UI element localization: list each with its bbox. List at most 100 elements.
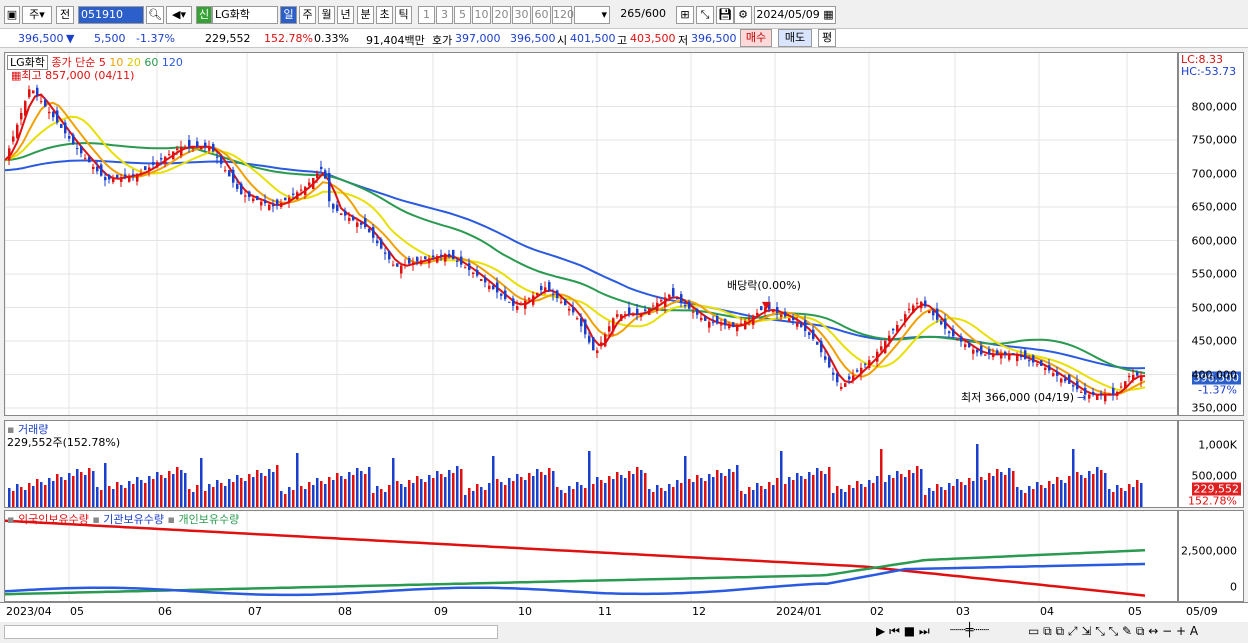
stop-icon[interactable]: ■ (903, 624, 916, 638)
price-chart-panel[interactable]: ▼ → LG화학 종가 단순 5 10 20 60 120 ▦최고 857,000… (4, 52, 1178, 416)
num-1[interactable]: 1 (418, 6, 435, 24)
volume-panel[interactable]: ▪ 거래량 229,552주(152.78%) (4, 420, 1178, 508)
volume-bar (164, 478, 167, 507)
eval-button[interactable]: 평 (818, 29, 836, 47)
period-day[interactable]: 일 (280, 6, 297, 24)
num-10[interactable]: 10 (472, 6, 491, 24)
custom-period-select[interactable]: ▾ (574, 6, 610, 24)
num-120[interactable]: 120 (552, 6, 574, 24)
count-field[interactable]: 265/600 (612, 6, 668, 24)
num-30[interactable]: 30 (512, 6, 531, 24)
volume-bar (248, 474, 251, 507)
volume-bar (744, 494, 747, 507)
window-icon[interactable]: ▣ (4, 6, 20, 24)
buy-button[interactable]: 매수 (740, 29, 772, 47)
num-3[interactable]: 3 (436, 6, 453, 24)
volume-bar (204, 491, 207, 507)
ma5-line (5, 93, 1146, 396)
volume-bar (40, 482, 43, 507)
candle-body (468, 263, 471, 270)
volume-cur-pct: 152.78% (1188, 494, 1237, 508)
down-arrow-icon: ▼ (66, 32, 75, 45)
candle-body (1044, 367, 1047, 371)
volume-bar (396, 481, 399, 507)
num-60[interactable]: 60 (532, 6, 551, 24)
candle-body (1048, 365, 1051, 371)
volume-bar (832, 493, 835, 507)
low-arrow-icon: → (1077, 391, 1086, 404)
low-value: 396,500 (691, 32, 737, 45)
quote-bar: 396,500 ▼ 5,500 -1.37% 229,552 152.78% 0… (0, 28, 1248, 48)
candle-body (208, 146, 211, 151)
stock-name-field[interactable]: LG화학 (212, 6, 278, 24)
volume-bar (688, 479, 691, 507)
volume-bar (336, 473, 339, 507)
volume-bar (920, 469, 923, 507)
volume-bar (180, 470, 183, 507)
period-week[interactable]: 주 (299, 6, 316, 24)
prev-button[interactable]: 전 (56, 6, 74, 24)
inst-line (5, 562, 1146, 597)
gear-icon[interactable]: ⚙ (734, 6, 752, 24)
speaker-icon[interactable]: ◀▾ (166, 6, 192, 24)
view-tool-icons[interactable]: ▭ ⧉ ⧉ ⤢ ⇲ ⤡ ⤡ ✎ ⧉ ↔ − + A (1028, 624, 1199, 638)
foreign-line (5, 519, 1146, 597)
candle-body (604, 334, 607, 347)
period-month[interactable]: 월 (318, 6, 335, 24)
volume-bar (752, 490, 755, 507)
forward-icon[interactable]: ⏭ (918, 624, 930, 638)
volume-bar (848, 485, 851, 507)
volume-bar (56, 474, 59, 507)
scroll-track[interactable] (4, 625, 498, 639)
volume-bar (692, 482, 695, 507)
candle-icon[interactable]: ⊞ (676, 6, 694, 24)
volume-bar (856, 481, 859, 507)
candle-body (116, 174, 119, 178)
volume-bar (720, 473, 723, 507)
save-icon[interactable]: 💾︎ (716, 6, 734, 24)
date-label: 08 (338, 605, 352, 618)
volume-bar (124, 488, 127, 507)
search-icon[interactable]: 🔍︎ (146, 6, 164, 24)
period-minute[interactable]: 분 (357, 6, 374, 24)
candle-body (804, 320, 807, 331)
volume-bar (712, 477, 715, 507)
period-year[interactable]: 년 (337, 6, 354, 24)
market-select[interactable]: 주▾ (22, 6, 52, 24)
period-second[interactable]: 초 (376, 6, 393, 24)
volume-bar (176, 467, 179, 507)
volume-bar (748, 487, 751, 507)
num-5[interactable]: 5 (454, 6, 471, 24)
holder-chart-svg (5, 511, 1146, 601)
period-tick[interactable]: 틱 (395, 6, 412, 24)
candle-body (568, 308, 571, 311)
sell-button[interactable]: 매도 (778, 29, 812, 47)
volume-bar (208, 484, 211, 507)
volume-bar (912, 473, 915, 507)
high-value: 403,500 (630, 32, 676, 45)
num-20[interactable]: 20 (492, 6, 511, 24)
date-label: 2023/04 (6, 605, 52, 618)
candle-body (244, 195, 247, 197)
date-field[interactable]: 2024/05/09 ▦ (754, 6, 836, 24)
candle-body (832, 372, 835, 375)
nav-buttons: ▶ ⏮ ■ ⏭ (876, 624, 930, 639)
code-input[interactable]: 051910 (78, 6, 144, 24)
play-icon[interactable]: ▶ (876, 624, 886, 638)
volume-bar (1028, 486, 1031, 507)
rewind-icon[interactable]: ⏮ (889, 624, 900, 638)
volume-bar (148, 476, 151, 507)
holder-panel[interactable]: ▪ 외국인보유수량 ▪ 기관보유수량 ▪ 개인보유수량 (4, 510, 1178, 602)
candle-body (868, 360, 871, 368)
volume-bar (1036, 482, 1039, 507)
candle-body (280, 202, 283, 207)
volume-bar (960, 482, 963, 507)
volume-bar (296, 453, 299, 507)
slider-icon[interactable]: ┈┈╪┈┈ (950, 623, 990, 638)
volume-bar (24, 490, 27, 507)
candle-body (112, 178, 115, 183)
line-tool-icon[interactable]: ⤡ (696, 6, 714, 24)
volume-bar (416, 476, 419, 507)
candle-body (492, 285, 495, 290)
volume-bar (844, 492, 847, 507)
